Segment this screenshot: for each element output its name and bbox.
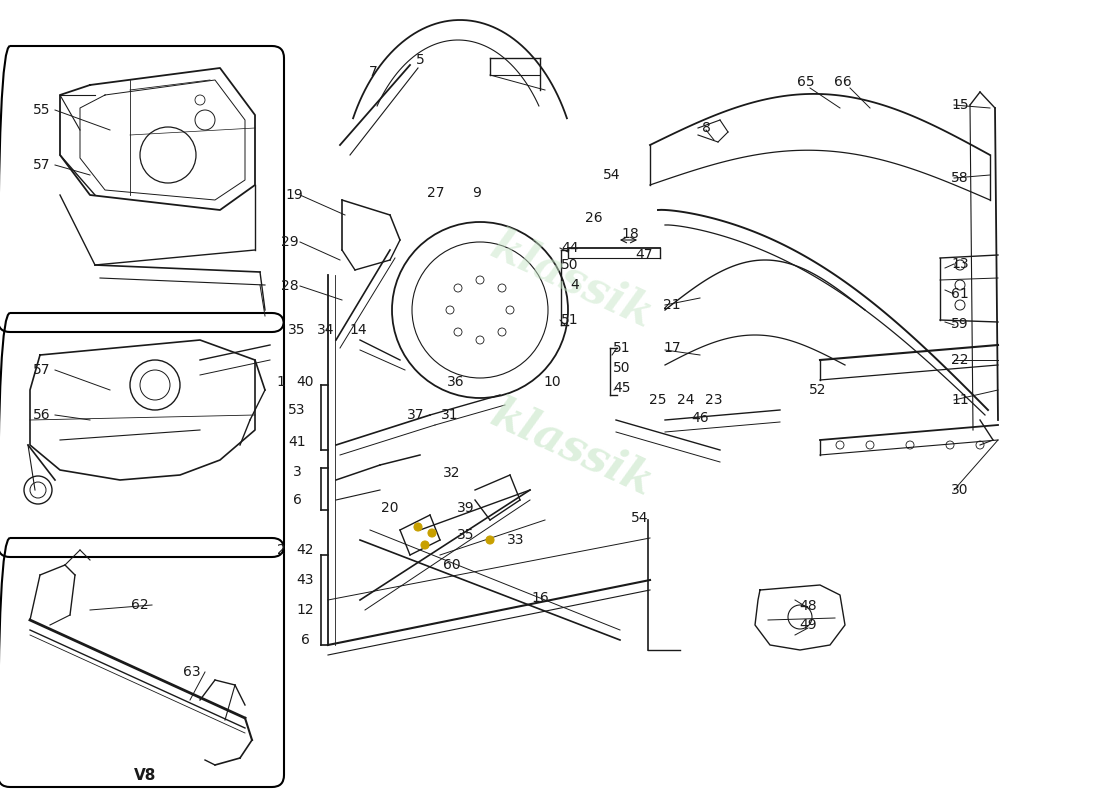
Text: 62: 62 xyxy=(131,598,149,612)
Text: 28: 28 xyxy=(282,279,299,293)
Text: 15: 15 xyxy=(952,98,969,112)
Text: 43: 43 xyxy=(296,573,314,587)
Text: 22: 22 xyxy=(952,353,969,367)
Text: 17: 17 xyxy=(663,341,681,355)
Text: 56: 56 xyxy=(33,408,51,422)
Text: 19: 19 xyxy=(285,188,303,202)
Text: 35: 35 xyxy=(458,528,475,542)
Text: 40: 40 xyxy=(296,375,314,389)
Circle shape xyxy=(486,536,494,544)
Text: klassik: klassik xyxy=(484,392,660,504)
Text: 14: 14 xyxy=(349,323,366,337)
Text: 49: 49 xyxy=(800,618,817,632)
Text: 16: 16 xyxy=(531,591,549,605)
Text: 30: 30 xyxy=(952,483,969,497)
Text: 35: 35 xyxy=(288,323,306,337)
Text: 50: 50 xyxy=(614,361,630,375)
Text: 60: 60 xyxy=(443,558,461,572)
Text: 24: 24 xyxy=(678,393,695,407)
Text: 46: 46 xyxy=(691,411,708,425)
Text: 53: 53 xyxy=(288,403,306,417)
Text: 10: 10 xyxy=(543,375,561,389)
Text: 45: 45 xyxy=(614,381,630,395)
Text: 51: 51 xyxy=(561,313,579,327)
Text: 50: 50 xyxy=(561,258,579,272)
Text: 31: 31 xyxy=(441,408,459,422)
Text: 25: 25 xyxy=(649,393,667,407)
Text: 63: 63 xyxy=(184,665,201,679)
Circle shape xyxy=(421,541,429,549)
Text: 37: 37 xyxy=(407,408,425,422)
Text: 5: 5 xyxy=(416,53,425,67)
Text: 32: 32 xyxy=(443,466,461,480)
Text: 11: 11 xyxy=(952,393,969,407)
Text: 4: 4 xyxy=(571,278,580,292)
Text: 6: 6 xyxy=(300,633,309,647)
Text: 41: 41 xyxy=(288,435,306,449)
Text: 66: 66 xyxy=(834,75,851,89)
Text: 47: 47 xyxy=(636,248,652,262)
Text: 65: 65 xyxy=(798,75,815,89)
Text: 13: 13 xyxy=(952,257,969,271)
Text: 21: 21 xyxy=(663,298,681,312)
Text: 8: 8 xyxy=(702,121,711,135)
Text: 42: 42 xyxy=(296,543,314,557)
Text: 6: 6 xyxy=(293,493,301,507)
Text: 18: 18 xyxy=(621,227,639,241)
Text: 9: 9 xyxy=(473,186,482,200)
Text: 57: 57 xyxy=(33,158,51,172)
Text: 12: 12 xyxy=(296,603,314,617)
Text: 23: 23 xyxy=(705,393,723,407)
Text: 7: 7 xyxy=(368,65,377,79)
Text: 61: 61 xyxy=(952,287,969,301)
Text: 51: 51 xyxy=(613,341,630,355)
Text: 54: 54 xyxy=(603,168,620,182)
Text: 59: 59 xyxy=(952,317,969,331)
Text: 48: 48 xyxy=(800,599,817,613)
Text: 39: 39 xyxy=(458,501,475,515)
Circle shape xyxy=(428,529,436,537)
Text: 44: 44 xyxy=(561,241,579,255)
Text: 2: 2 xyxy=(276,543,285,557)
Text: klassik: klassik xyxy=(484,224,660,336)
Text: 29: 29 xyxy=(282,235,299,249)
Text: 55: 55 xyxy=(33,103,51,117)
Text: 26: 26 xyxy=(585,211,603,225)
Text: 36: 36 xyxy=(448,375,465,389)
Text: 58: 58 xyxy=(952,171,969,185)
Text: 20: 20 xyxy=(382,501,398,515)
Text: V8: V8 xyxy=(134,767,156,782)
Text: 27: 27 xyxy=(427,186,444,200)
Text: 57: 57 xyxy=(33,363,51,377)
Text: 1: 1 xyxy=(276,375,285,389)
Text: 54: 54 xyxy=(631,511,649,525)
Text: 52: 52 xyxy=(810,383,827,397)
Text: 34: 34 xyxy=(317,323,334,337)
Text: 3: 3 xyxy=(293,465,301,479)
Text: 33: 33 xyxy=(507,533,525,547)
Circle shape xyxy=(414,523,422,531)
